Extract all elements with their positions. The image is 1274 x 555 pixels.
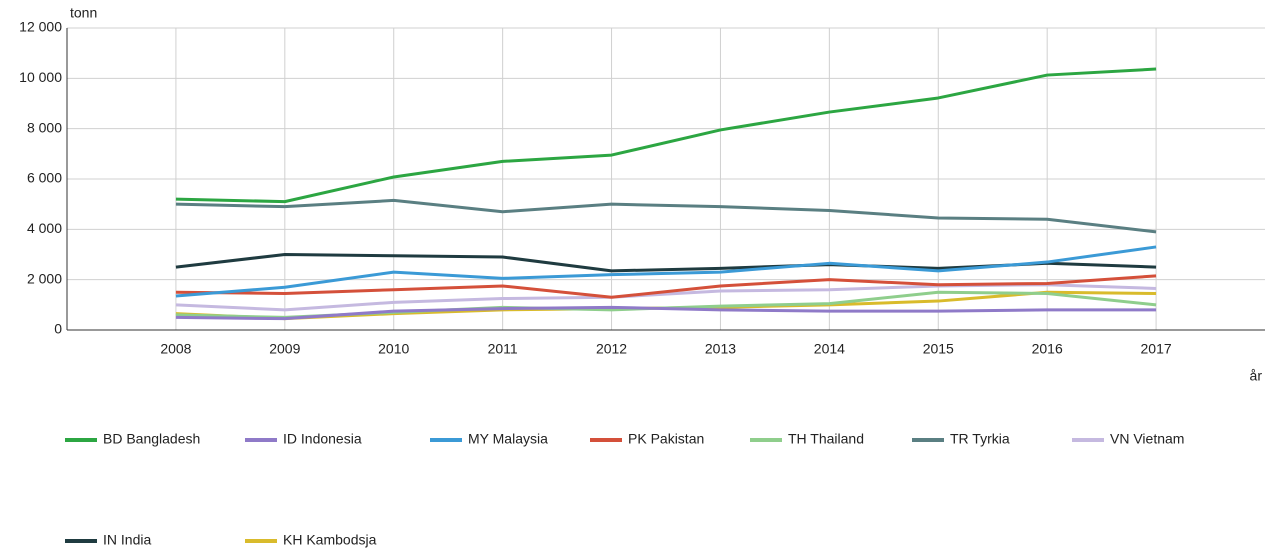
legend-label: ID Indonesia <box>283 431 362 447</box>
line <box>175 253 1157 273</box>
y-tick-label: 12 000 <box>19 19 62 35</box>
legend-label: BD Bangladesh <box>103 431 200 447</box>
x-tick-label: 2017 <box>1141 341 1172 357</box>
y-tick-label: 2 000 <box>27 270 62 286</box>
line <box>175 274 1157 299</box>
line <box>175 245 1157 298</box>
x-tick-label: 2009 <box>269 341 300 357</box>
y-tick-label: 0 <box>54 321 62 337</box>
y-tick-label: 10 000 <box>19 69 62 85</box>
x-tick-label: 2015 <box>923 341 954 357</box>
x-axis-label: år <box>1250 368 1263 384</box>
legend-label: VN Vietnam <box>1110 431 1184 447</box>
legend-label: TH Thailand <box>788 431 864 447</box>
x-tick-label: 2014 <box>814 341 845 357</box>
line <box>175 305 1157 321</box>
x-tick-label: 2016 <box>1032 341 1063 357</box>
x-tick-label: 2010 <box>378 341 409 357</box>
x-tick-label: 2011 <box>488 341 518 357</box>
x-tick-label: 2008 <box>160 341 191 357</box>
y-axis-label: tonn <box>70 5 97 21</box>
legend-label: PK Pakistan <box>628 431 704 447</box>
line <box>175 198 1157 234</box>
y-tick-label: 4 000 <box>27 220 62 236</box>
legend-label: MY Malaysia <box>468 431 548 447</box>
y-tick-label: 6 000 <box>27 170 62 186</box>
legend-label: TR Tyrkia <box>950 431 1010 447</box>
legend-label: KH Kambodsja <box>283 532 377 548</box>
x-tick-label: 2012 <box>596 341 627 357</box>
x-tick-label: 2013 <box>705 341 736 357</box>
y-tick-label: 8 000 <box>27 119 62 135</box>
line <box>175 67 1157 204</box>
legend-label: IN India <box>103 532 151 548</box>
line <box>175 283 1157 312</box>
